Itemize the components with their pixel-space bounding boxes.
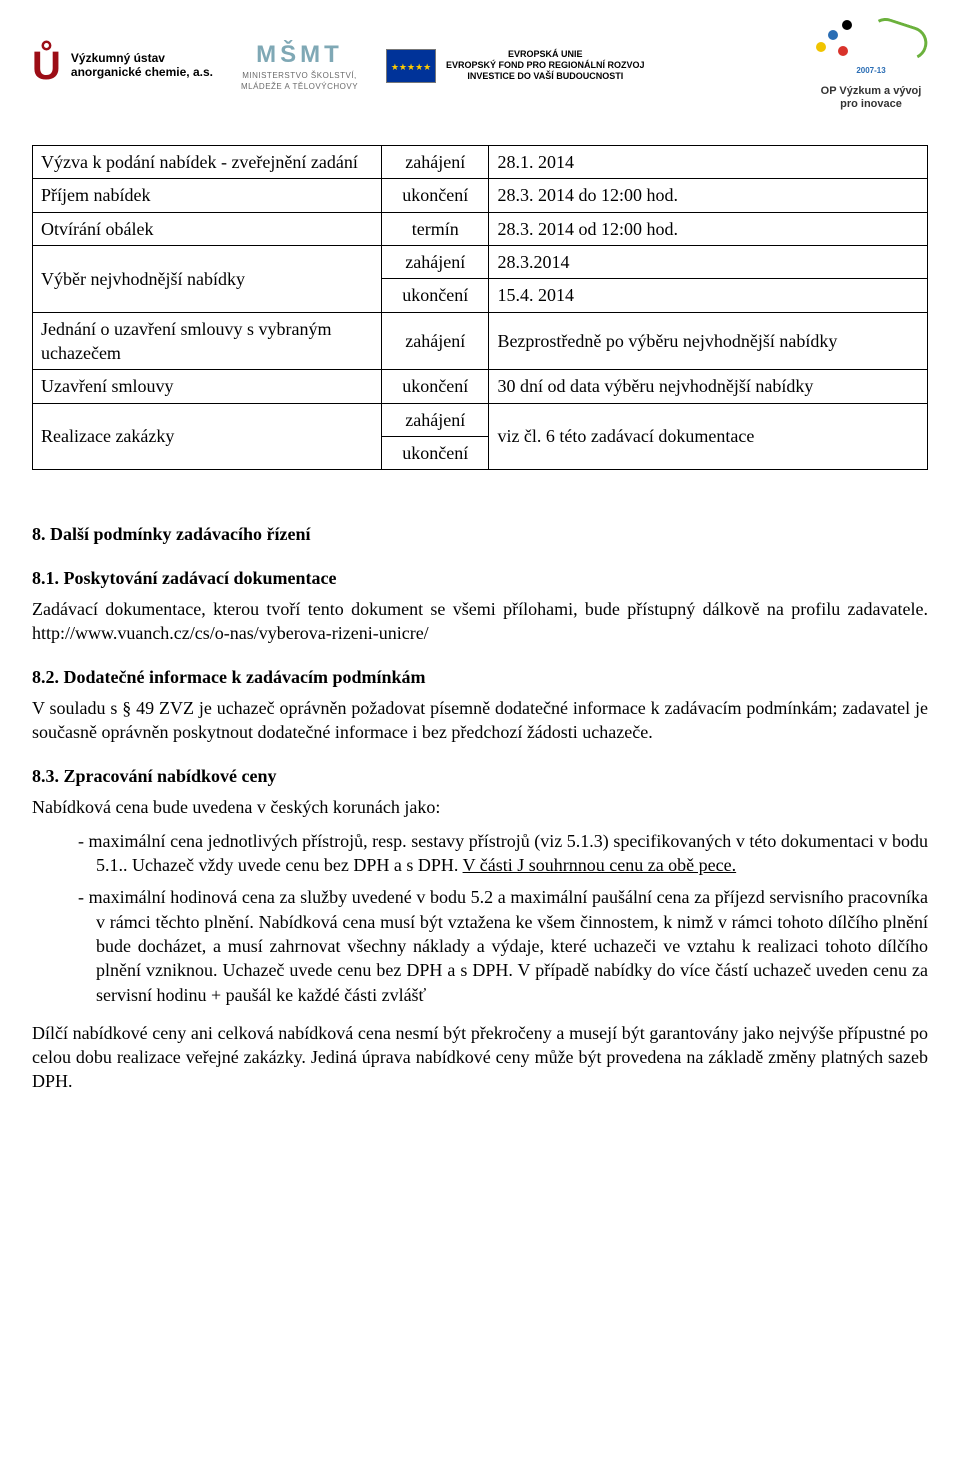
section-8-3-intro: Nabídková cena bude uvedena v českých ko… xyxy=(32,795,928,819)
table-row: Uzavření smlouvy ukončení 30 dní od data… xyxy=(33,370,928,403)
eu-line2: EVROPSKÝ FOND PRO REGIONÁLNÍ ROZVOJ xyxy=(446,60,645,71)
cell-label: Jednání o uzavření smlouvy s vybraným uc… xyxy=(33,312,382,370)
section-8-1-para: Zadávací dokumentace, kterou tvoří tento… xyxy=(32,597,928,646)
cell-value: 15.4. 2014 xyxy=(489,279,928,312)
cell-phase: zahájení xyxy=(382,312,489,370)
cell-label: Příjem nabídek xyxy=(33,179,382,212)
section-8-2-para: V souladu s § 49 ZVZ je uchazeč oprávněn… xyxy=(32,696,928,745)
cell-phase: ukončení xyxy=(382,179,489,212)
opvavpi-icon xyxy=(814,20,862,58)
cell-value: Bezprostředně po výběru nejvhodnější nab… xyxy=(489,312,928,370)
cell-value: 28.3. 2014 do 12:00 hod. xyxy=(489,179,928,212)
section-8-3-after: Dílčí nabídkové ceny ani celková nabídko… xyxy=(32,1021,928,1094)
cell-value: viz čl. 6 této zadávací dokumentace xyxy=(489,403,928,470)
cell-value: 28.3. 2014 od 12:00 hod. xyxy=(489,212,928,245)
eu-line1: EVROPSKÁ UNIE xyxy=(446,49,645,60)
cell-phase: ukončení xyxy=(382,279,489,312)
cell-phase: termín xyxy=(382,212,489,245)
table-row: Příjem nabídek ukončení 28.3. 2014 do 12… xyxy=(33,179,928,212)
cell-value: 28.3.2014 xyxy=(489,246,928,279)
cell-label: Realizace zakázky xyxy=(33,403,382,470)
section-8-2-title: 8.2. Dodatečné informace k zadávacím pod… xyxy=(32,665,928,689)
list-item: maximální cena jednotlivých přístrojů, r… xyxy=(78,829,928,878)
cell-phase: zahájení xyxy=(382,146,489,179)
logo-opvavpi: 2007-13 OP Výzkum a vývoj pro inovace xyxy=(814,20,928,111)
opvavpi-years: 2007-13 xyxy=(856,66,885,77)
eu-line3: INVESTICE DO VAŠÍ BUDOUCNOSTI xyxy=(446,71,645,82)
cell-value: 28.1. 2014 xyxy=(489,146,928,179)
logo-eu: EVROPSKÁ UNIE EVROPSKÝ FOND PRO REGIONÁL… xyxy=(386,49,645,83)
section-8-1-title: 8.1. Poskytování zadávací dokumentace xyxy=(32,566,928,590)
eu-flag-icon xyxy=(386,49,436,83)
msmt-sub2: MLÁDEŽE A TĚLOVÝCHOVY xyxy=(241,82,358,93)
cell-value: 30 dní od data výběru nejvhodnější nabíd… xyxy=(489,370,928,403)
cell-phase: ukončení xyxy=(382,370,489,403)
cell-phase: zahájení xyxy=(382,246,489,279)
table-row: Výběr nejvhodnější nabídky zahájení 28.3… xyxy=(33,246,928,279)
table-row: Jednání o uzavření smlouvy s vybraným uc… xyxy=(33,312,928,370)
opvavpi-line2: pro inovace xyxy=(821,98,922,111)
vuach-name-2: anorganické chemie, a.s. xyxy=(71,66,213,80)
cell-label: Otvírání obálek xyxy=(33,212,382,245)
msmt-title: MŠMT xyxy=(256,39,343,71)
logo-vuach: Ů Výzkumný ústav anorganické chemie, a.s… xyxy=(32,46,213,86)
table-row: Výzva k podání nabídek - zveřejnění zadá… xyxy=(33,146,928,179)
cell-label: Uzavření smlouvy xyxy=(33,370,382,403)
msmt-sub1: MINISTERSTVO ŠKOLSTVÍ, xyxy=(242,71,357,82)
cell-label: Výběr nejvhodnější nabídky xyxy=(33,246,382,313)
list-item: maximální hodinová cena za služby uveden… xyxy=(78,885,928,1006)
schedule-table: Výzva k podání nabídek - zveřejnění zadá… xyxy=(32,145,928,470)
logo-msmt: MŠMT MINISTERSTVO ŠKOLSTVÍ, MLÁDEŽE A TĚ… xyxy=(241,39,358,93)
vuach-name-1: Výzkumný ústav xyxy=(71,52,213,66)
cell-phase: zahájení xyxy=(382,403,489,436)
opvavpi-ring-icon xyxy=(864,14,932,65)
bullet-1-underline: V části J souhrnnou cenu za obě pece. xyxy=(463,855,737,875)
opvavpi-line1: OP Výzkum a vývoj xyxy=(821,85,922,98)
section-8-3-list: maximální cena jednotlivých přístrojů, r… xyxy=(78,829,928,1007)
table-row: Realizace zakázky zahájení viz čl. 6 tét… xyxy=(33,403,928,436)
cell-phase: ukončení xyxy=(382,436,489,469)
section-8-title: 8. Další podmínky zadávacího řízení xyxy=(32,522,928,546)
logo-strip: Ů Výzkumný ústav anorganické chemie, a.s… xyxy=(32,20,928,117)
cell-label: Výzva k podání nabídek - zveřejnění zadá… xyxy=(33,146,382,179)
table-row: Otvírání obálek termín 28.3. 2014 od 12:… xyxy=(33,212,928,245)
vuach-icon: Ů xyxy=(32,46,61,86)
section-8-3-title: 8.3. Zpracování nabídkové ceny xyxy=(32,764,928,788)
